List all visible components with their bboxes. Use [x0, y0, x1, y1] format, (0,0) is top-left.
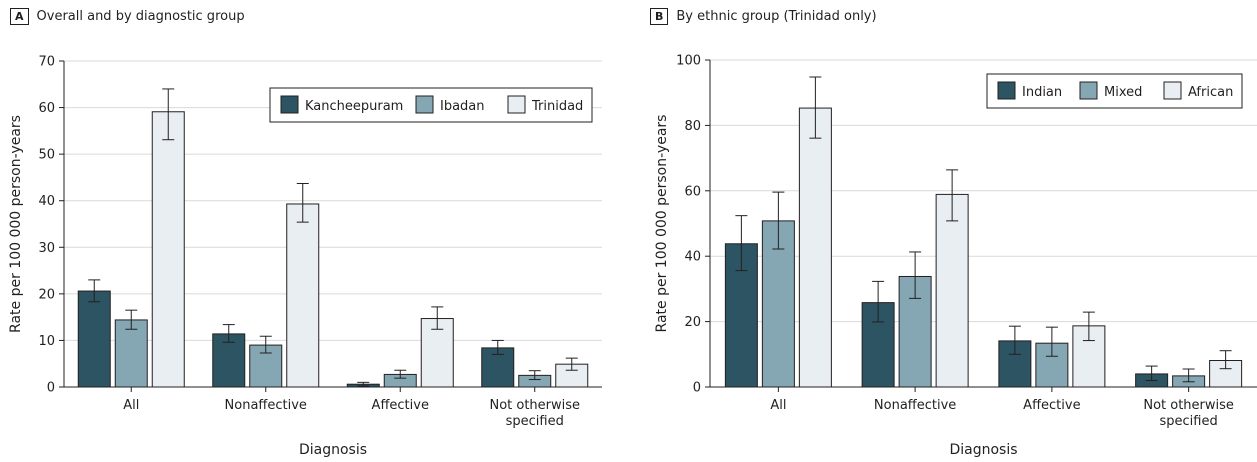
chart-a: 0 10 20 30 40 50 60 70 All Nonaffective Affective N…: [8, 55, 602, 458]
chart-b: 0 20 40 60 80 100 All Nonaffective Affective Not …: [654, 54, 1257, 458]
legend-box: [986, 73, 1243, 109]
x-tick-label: Not otherwise specified: [1143, 398, 1234, 429]
panel-b-letter: B: [650, 8, 669, 25]
bar: [114, 319, 148, 388]
x-tick-label: All: [123, 398, 139, 413]
x-tick-label: Not otherwise specified: [489, 398, 580, 429]
bar: [151, 111, 185, 388]
y-tick-label: 60: [38, 101, 55, 116]
legend: Indian Mixed African: [986, 73, 1243, 109]
x-tick-label-line: Not otherwise: [489, 398, 580, 413]
x-tick-label: Affective: [372, 398, 429, 413]
legend-swatch: [280, 95, 299, 114]
panel-a-letter: A: [10, 8, 29, 25]
x-tick-label-line: specified: [506, 414, 564, 429]
x-tick-label-line: specified: [1160, 414, 1218, 429]
bar: [798, 107, 832, 388]
y-tick-label: 20: [684, 315, 701, 330]
panel-b-title: By ethnic group (Trinidad only): [676, 9, 877, 24]
bar: [286, 203, 320, 388]
bar: [420, 318, 454, 388]
y-tick-label: 40: [38, 194, 55, 209]
panel-a-header: A Overall and by diagnostic group: [10, 8, 245, 25]
x-tick-label-line: Affective: [372, 398, 429, 413]
y-tick-label: 20: [38, 287, 55, 302]
legend-label: African: [1188, 85, 1233, 100]
y-tick-label: 50: [38, 148, 55, 163]
panel-b: B By ethnic group (Trinidad only) 0 20 40 6…: [640, 0, 1257, 462]
y-tick-label: 100: [676, 54, 701, 69]
legend-label: Ibadan: [440, 99, 485, 114]
y-tick-label: 60: [684, 184, 701, 199]
x-tick-label-line: Nonaffective: [874, 398, 956, 413]
legend: Kancheepuram Ibadan Trinidad: [269, 87, 593, 123]
panel-a: A Overall and by diagnostic group 0 10 20 3…: [0, 0, 620, 462]
legend-label: Kancheepuram: [305, 99, 403, 114]
panel-a-title: Overall and by diagnostic group: [36, 9, 245, 24]
x-axis-title: Diagnosis: [949, 442, 1017, 458]
y-tick-label: 80: [684, 119, 701, 134]
panel-b-header: B By ethnic group (Trinidad only): [650, 8, 877, 25]
y-tick-label: 70: [38, 55, 55, 70]
x-tick-label: Nonaffective: [874, 398, 956, 413]
legend-swatch: [997, 81, 1016, 100]
y-tick-label: 0: [47, 381, 55, 396]
x-tick-label-line: Affective: [1023, 398, 1080, 413]
bar: [935, 193, 969, 388]
y-tick-label: 40: [684, 250, 701, 265]
legend-swatch: [415, 95, 434, 114]
x-tick-label-line: Not otherwise: [1143, 398, 1234, 413]
x-tick-label-line: All: [770, 398, 786, 413]
y-tick-label: 30: [38, 241, 55, 256]
bar: [77, 290, 111, 388]
y-tick-label: 0: [693, 381, 701, 396]
legend-label: Mixed: [1104, 85, 1142, 100]
x-tick-label: Nonaffective: [225, 398, 307, 413]
y-tick-label: 10: [38, 334, 55, 349]
legend-swatch: [507, 95, 526, 114]
x-tick-label-line: All: [123, 398, 139, 413]
y-axis-title: Rate per 100 000 person-years: [8, 115, 24, 333]
legend-swatch: [1163, 81, 1182, 100]
legend-swatch: [1079, 81, 1098, 100]
x-tick-label-line: Nonaffective: [225, 398, 307, 413]
x-tick-label: Affective: [1023, 398, 1080, 413]
x-tick-label: All: [770, 398, 786, 413]
legend-label: Indian: [1022, 85, 1062, 100]
y-axis-title: Rate per 100 000 person-years: [654, 115, 670, 333]
x-axis-title: Diagnosis: [299, 442, 367, 458]
legend-label: Trinidad: [531, 99, 583, 114]
